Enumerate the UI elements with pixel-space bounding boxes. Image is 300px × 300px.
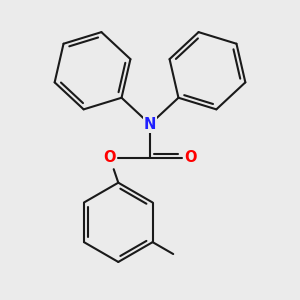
Text: N: N [144,117,156,132]
Text: O: O [184,150,197,165]
Text: O: O [103,150,116,165]
